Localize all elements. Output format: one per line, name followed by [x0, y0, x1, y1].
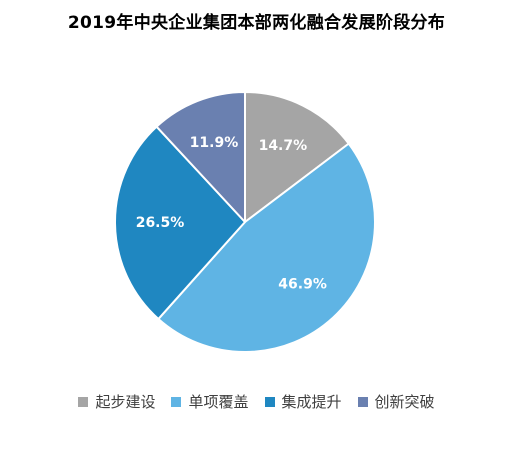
- slice-data-label: 11.9%: [190, 135, 239, 151]
- slice-data-label: 26.5%: [136, 215, 185, 231]
- legend-label: 单项覆盖: [188, 393, 249, 411]
- legend: 起步建设 单项覆盖 集成提升 创新突破: [0, 391, 513, 412]
- slice-data-label: 14.7%: [259, 138, 308, 154]
- slice-data-label: 46.9%: [278, 277, 327, 293]
- pie-slice: [244, 91, 350, 223]
- legend-item-danxiangfugai: 单项覆盖: [171, 391, 249, 412]
- legend-label: 创新突破: [374, 393, 435, 411]
- legend-item-jichengtisheng: 集成提升: [264, 391, 342, 412]
- chart-title: 2019年中央企业集团本部两化融合发展阶段分布: [67, 13, 446, 33]
- legend-item-qibujianshe: 起步建设: [78, 391, 155, 412]
- pie-slice: [155, 91, 246, 223]
- legend-item-chuangxintupo: 创新突破: [357, 391, 435, 412]
- pie-slice: [157, 142, 376, 353]
- pie-slice: [114, 125, 246, 320]
- legend-label: 起步建设: [95, 393, 156, 411]
- legend-swatch: [264, 396, 275, 407]
- legend-swatch: [171, 396, 182, 407]
- legend-label: 集成提升: [281, 393, 342, 411]
- legend-swatch: [357, 396, 368, 407]
- legend-swatch: [78, 396, 89, 407]
